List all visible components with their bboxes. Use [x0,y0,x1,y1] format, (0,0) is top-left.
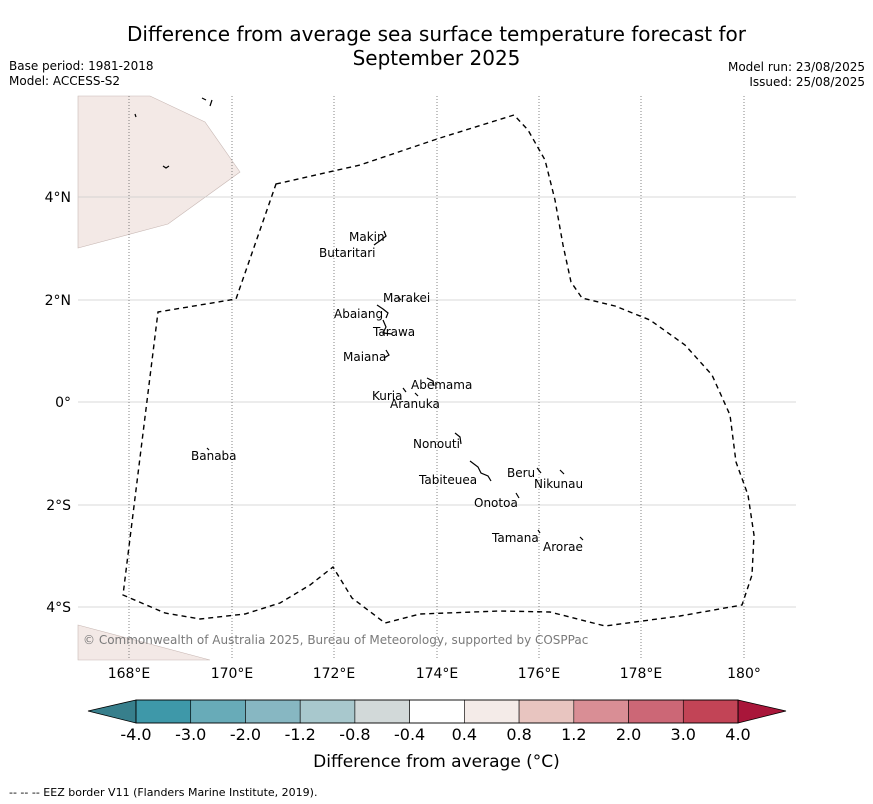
label-abaiang: Abaiang [334,307,383,321]
lat-label-2n: 2°N [45,293,71,309]
colorbar-segment [190,699,246,724]
colorbar-frame [135,699,739,724]
lat-label-0: 0° [55,395,71,411]
island-shape-beru [536,467,542,474]
colorbar-tick-label: -3.0 [175,725,206,744]
colorbar-segment [628,699,684,724]
model-name: Model: ACCESS-S2 [9,74,121,88]
colorbar-segment [299,699,356,724]
colorbar-tick-label: 4.0 [725,725,750,744]
island-shape-arorae [579,536,584,541]
colorbar-segment [409,699,465,724]
meta-left: Base period: 1981-2018 Model: ACCESS-S2 [9,59,154,89]
colorbar-tick-labels: -4.0 -3.0 -2.0 -1.2 -0.8 -0.4 0.4 0.8 1.2 2.0 3.0 4… [120,725,750,744]
label-arorae: Arorae [543,540,583,554]
lon-label-168e: 168°E [108,666,151,682]
colorbar-tick-label: -0.4 [394,725,425,744]
lat-label-4n: 4°N [45,190,71,206]
colorbar-segment [573,699,629,724]
label-marakei: Marakei [383,291,430,305]
island-shape-maiana [383,349,390,359]
island-shape-kuria [402,387,407,393]
label-tabiteuea: Tabiteuea [418,473,477,487]
colorbar-tick-label: 3.0 [671,725,696,744]
island-shapes [134,97,584,541]
colorbar-title: Difference from average (°C) [313,752,560,772]
colorbar-over-arrow [737,699,787,724]
lon-tick-labels: 168°E 170°E 172°E 174°E 176°E 178°E 180° [108,666,761,682]
issued-date: Issued: 25/08/2025 [749,75,865,89]
label-banaba: Banaba [191,449,237,463]
lon-label-170e: 170°E [211,666,254,682]
eez-border [122,114,755,627]
island-shape-marshall-b [134,113,137,118]
label-kuria: Kuria [372,389,403,403]
title-line-1: Difference from average sea surface temp… [126,22,746,46]
copyright-text: © Commonwealth of Australia 2025, Bureau… [83,633,588,647]
island-shape-banaba [206,447,210,451]
label-onotoa: Onotoa [474,496,518,510]
colorbar-tick-label: 2.0 [616,725,641,744]
label-butaritari: Butaritari [319,246,376,260]
lon-gridlines [128,96,745,658]
island-shape-marshall-c [201,97,207,101]
island-shape-tarawa [382,319,393,335]
label-nonouti: Nonouti [413,437,460,451]
island-shape-marakei [397,296,402,301]
colorbar-segment [682,699,739,724]
island-shape-aranuka [414,392,419,397]
lon-label-178e: 178°E [620,666,663,682]
footer-legend: -- -- -- EEZ border V11 (Flanders Marine… [9,786,318,799]
label-abemama: Abemama [411,378,472,392]
island-shape-abaiang [376,304,389,319]
lon-label-180: 180° [727,666,761,682]
lon-label-176e: 176°E [518,666,561,682]
lon-label-174e: 174°E [416,666,459,682]
colorbar-tick-label: 0.8 [506,725,531,744]
colorbar-tick-label: 1.2 [561,725,586,744]
colorbar-under-arrow [87,699,137,724]
title-line-2: September 2025 [352,46,521,70]
colorbar-segment [354,699,410,724]
lat-tick-labels: 4°N 2°N 0° 2°S 4°S [45,190,72,616]
colorbar-segment [245,699,301,724]
colorbar-segment [518,699,575,724]
colorbar-segments [135,699,739,724]
island-shape-tamana [537,529,541,534]
colorbar-tick-label: 0.4 [452,725,477,744]
island-shape-marshall-d [209,99,213,107]
map-title: Difference from average sea surface temp… [0,22,873,70]
colorbar: -4.0 -3.0 -2.0 -1.2 -0.8 -0.4 0.4 0.8 1.2 2.0 3.0 4… [87,699,787,744]
island-shape-butaritari [373,230,387,246]
model-run: Model run: 23/08/2025 [727,60,865,74]
land-nauru-corner [77,624,211,661]
colorbar-tick-label: -4.0 [120,725,151,744]
colorbar-tick-label: -2.0 [230,725,261,744]
label-maiana: Maiana [343,350,386,364]
colorbar-segment [135,699,192,724]
colorbar-segment [464,699,520,724]
base-period: Base period: 1981-2018 [9,59,154,73]
label-aranuka: Aranuka [390,397,440,411]
label-tamana: Tamana [491,531,539,545]
island-labels: Makin Butaritari Marakei Abaiang Tarawa … [191,230,583,554]
island-shape-tabiteuea [469,460,492,482]
colorbar-tick-label: -1.2 [285,725,316,744]
label-tarawa: Tarawa [372,325,415,339]
meta-right: Model run: 23/08/2025 Issued: 25/08/2025 [728,60,865,90]
label-makin: Makin [349,230,385,244]
island-shape-marshall-a [162,165,170,169]
label-beru: Beru [507,466,535,480]
island-shape-nikunau [559,469,565,475]
lon-label-172e: 172°E [313,666,356,682]
label-nikunau: Nikunau [534,477,583,491]
island-shape-onotoa [515,492,520,499]
lat-label-2s: 2°S [46,498,71,514]
island-shape-nonouti [454,432,462,445]
lat-label-4s: 4°S [46,600,71,616]
island-shape-abemama [426,377,435,387]
land-marshall [77,95,241,249]
colorbar-tick-label: -0.8 [339,725,370,744]
